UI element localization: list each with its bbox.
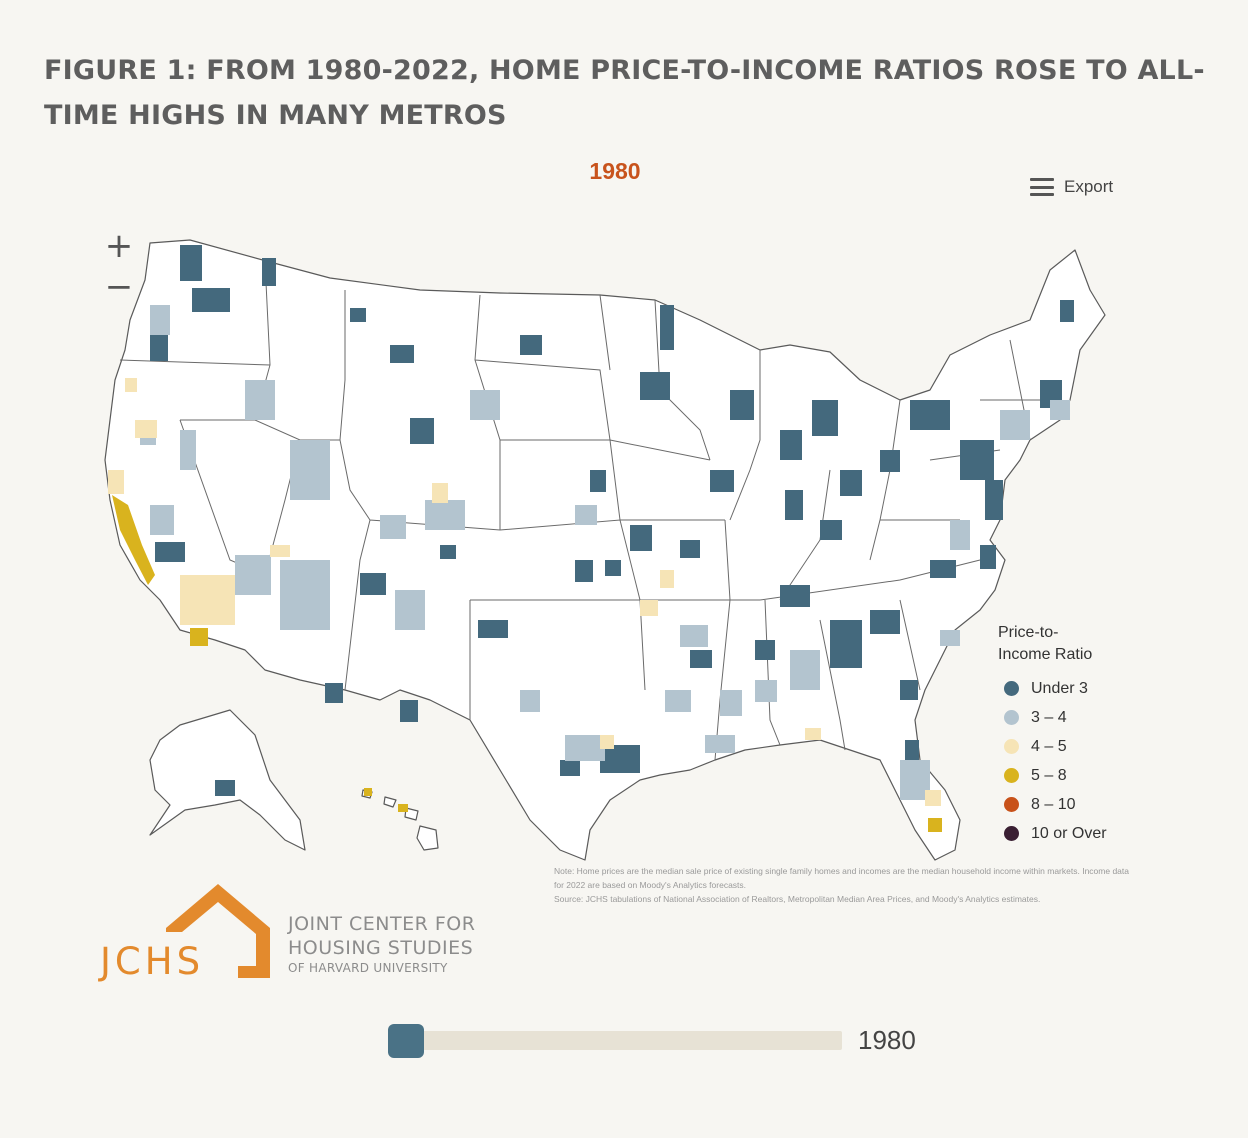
logo-wordmark: JOINT CENTER FOR HOUSING STUDIES OF HARV…: [288, 913, 476, 975]
legend-item-under-3[interactable]: Under 3: [998, 674, 1158, 703]
slider-track[interactable]: [404, 1031, 842, 1050]
legend-swatch: [1004, 826, 1019, 841]
source-text: Source: JCHS tabulations of National Ass…: [554, 894, 1041, 904]
legend-swatch: [1004, 797, 1019, 812]
jchs-logo: JCHS JOINT CENTER FOR HOUSING STUDIES OF…: [98, 882, 518, 983]
metro-areas-4-5[interactable]: [108, 378, 941, 806]
logo-abbreviation: JCHS: [100, 940, 205, 983]
figure-title: FIGURE 1: FROM 1980-2022, HOME PRICE-TO-…: [44, 55, 1205, 131]
legend-item-5-8[interactable]: 5 – 8: [998, 761, 1158, 790]
slider-handle[interactable]: [388, 1024, 424, 1058]
legend-item-10-or-over[interactable]: 10 or Over: [998, 819, 1158, 848]
contiguous-us-outline[interactable]: [104, 239, 1106, 861]
figure-notes: Note: Home prices are the median sale pr…: [554, 864, 1134, 906]
legend-swatch: [1004, 710, 1019, 725]
zoom-out-button[interactable]: −: [104, 267, 134, 307]
metro-areas-5-8[interactable]: [112, 495, 942, 832]
note-text: Note: Home prices are the median sale pr…: [554, 866, 1129, 890]
house-logo-icon: [166, 884, 270, 978]
legend-swatch: [1004, 768, 1019, 783]
map-legend: Price-to- Income Ratio Under 3 3 – 4 4 –…: [998, 622, 1158, 848]
slider-year-label: 1980: [858, 1025, 916, 1055]
legend-item-8-10[interactable]: 8 – 10: [998, 790, 1158, 819]
metro-areas-3-4[interactable]: [140, 305, 1070, 800]
metro-areas-under-3[interactable]: [150, 245, 1074, 796]
legend-swatch: [1004, 739, 1019, 754]
map-year-heading: 1980: [589, 158, 641, 184]
export-label: Export: [1064, 177, 1114, 196]
hawaii-islands[interactable]: [361, 789, 439, 851]
hamburger-menu-icon: [1030, 178, 1054, 196]
legend-swatch: [1004, 681, 1019, 696]
legend-item-4-5[interactable]: 4 – 5: [998, 732, 1158, 761]
year-slider[interactable]: 1980: [388, 1022, 928, 1062]
zoom-in-button[interactable]: +: [104, 226, 134, 266]
legend-title: Price-to- Income Ratio: [998, 624, 1093, 663]
export-button[interactable]: Export: [1030, 172, 1113, 202]
legend-item-3-4[interactable]: 3 – 4: [998, 703, 1158, 732]
